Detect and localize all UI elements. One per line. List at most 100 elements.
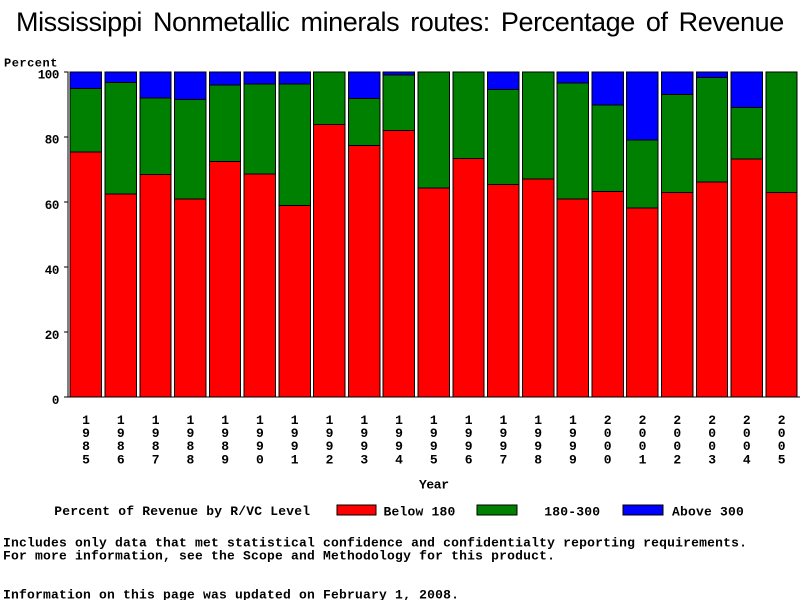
svg-text:1: 1 — [291, 452, 299, 467]
svg-text:9: 9 — [360, 439, 368, 454]
svg-text:0: 0 — [604, 439, 612, 454]
svg-text:9: 9 — [117, 426, 125, 441]
svg-text:1: 1 — [639, 452, 647, 467]
svg-text:1: 1 — [152, 413, 160, 428]
svg-text:1: 1 — [256, 413, 264, 428]
svg-text:8: 8 — [186, 439, 194, 454]
svg-text:2: 2 — [639, 413, 647, 428]
svg-text:9: 9 — [465, 439, 473, 454]
svg-text:40: 40 — [45, 264, 59, 278]
svg-text:0: 0 — [743, 426, 751, 441]
svg-text:1: 1 — [534, 413, 542, 428]
svg-text:9: 9 — [291, 426, 299, 441]
svg-text:9: 9 — [360, 426, 368, 441]
svg-text:2: 2 — [673, 452, 681, 467]
svg-text:3: 3 — [360, 452, 368, 467]
svg-text:9: 9 — [152, 426, 160, 441]
svg-text:5: 5 — [82, 452, 90, 467]
svg-text:9: 9 — [569, 439, 577, 454]
svg-text:5: 5 — [430, 452, 438, 467]
svg-text:9: 9 — [465, 426, 473, 441]
svg-text:0: 0 — [639, 439, 647, 454]
svg-text:2: 2 — [604, 413, 612, 428]
svg-text:8: 8 — [117, 439, 125, 454]
svg-text:8: 8 — [186, 452, 194, 467]
svg-text:2: 2 — [673, 413, 681, 428]
svg-text:8: 8 — [534, 452, 542, 467]
svg-text:9: 9 — [430, 439, 438, 454]
svg-text:0: 0 — [778, 426, 786, 441]
svg-text:0: 0 — [708, 426, 716, 441]
svg-text:4: 4 — [743, 452, 751, 467]
svg-text:7: 7 — [499, 452, 507, 467]
svg-text:8: 8 — [221, 439, 229, 454]
svg-text:1: 1 — [499, 413, 507, 428]
svg-text:0: 0 — [604, 452, 612, 467]
svg-text:0: 0 — [639, 426, 647, 441]
svg-text:9: 9 — [534, 426, 542, 441]
svg-text:180-300: 180-300 — [544, 504, 600, 519]
svg-text:Year: Year — [419, 478, 449, 493]
svg-text:1: 1 — [221, 413, 229, 428]
svg-text:9: 9 — [326, 439, 334, 454]
svg-text:100: 100 — [38, 69, 59, 83]
svg-text:9: 9 — [569, 426, 577, 441]
svg-text:Includes only data that met st: Includes only data that met statistical … — [3, 536, 747, 551]
svg-text:0: 0 — [52, 394, 59, 408]
svg-text:9: 9 — [430, 426, 438, 441]
svg-text:For more information, see the: For more information, see the Scope and … — [3, 549, 555, 564]
svg-text:8: 8 — [82, 439, 90, 454]
svg-text:0: 0 — [673, 426, 681, 441]
svg-text:1: 1 — [465, 413, 473, 428]
svg-text:0: 0 — [778, 439, 786, 454]
svg-text:0: 0 — [673, 439, 681, 454]
svg-text:0: 0 — [708, 439, 716, 454]
svg-text:9: 9 — [326, 426, 334, 441]
svg-text:9: 9 — [499, 426, 507, 441]
svg-text:6: 6 — [117, 452, 125, 467]
svg-text:9: 9 — [221, 426, 229, 441]
svg-text:2: 2 — [743, 413, 751, 428]
svg-text:Below 180: Below 180 — [384, 504, 456, 519]
svg-text:9: 9 — [291, 439, 299, 454]
svg-text:1: 1 — [360, 413, 368, 428]
svg-text:9: 9 — [256, 426, 264, 441]
svg-text:Percent of Revenue by R/VC Lev: Percent of Revenue by R/VC Level — [54, 504, 310, 519]
svg-text:2: 2 — [778, 413, 786, 428]
svg-text:3: 3 — [708, 452, 716, 467]
svg-text:Above 300: Above 300 — [672, 504, 744, 519]
svg-text:2: 2 — [708, 413, 716, 428]
svg-text:9: 9 — [569, 452, 577, 467]
svg-text:7: 7 — [152, 452, 160, 467]
svg-text:20: 20 — [45, 329, 59, 343]
svg-text:80: 80 — [45, 134, 59, 148]
svg-text:1: 1 — [117, 413, 125, 428]
svg-text:1: 1 — [430, 413, 438, 428]
svg-text:Mississippi Nonmetallic minera: Mississippi Nonmetallic minerals routes:… — [16, 7, 784, 37]
svg-text:1: 1 — [186, 413, 194, 428]
svg-text:0: 0 — [743, 439, 751, 454]
svg-text:9: 9 — [395, 439, 403, 454]
svg-text:9: 9 — [534, 439, 542, 454]
svg-text:2: 2 — [326, 452, 334, 467]
svg-text:8: 8 — [152, 439, 160, 454]
svg-text:9: 9 — [82, 426, 90, 441]
svg-text:Information on this page was u: Information on this page was updated on … — [3, 587, 459, 600]
svg-text:9: 9 — [256, 439, 264, 454]
svg-text:1: 1 — [326, 413, 334, 428]
svg-text:9: 9 — [499, 439, 507, 454]
svg-text:60: 60 — [45, 199, 59, 213]
svg-text:4: 4 — [395, 452, 403, 467]
svg-text:6: 6 — [465, 452, 473, 467]
svg-text:1: 1 — [291, 413, 299, 428]
svg-text:0: 0 — [604, 426, 612, 441]
svg-text:1: 1 — [82, 413, 90, 428]
svg-text:9: 9 — [221, 452, 229, 467]
svg-text:1: 1 — [395, 413, 403, 428]
svg-text:Percent: Percent — [4, 56, 58, 70]
svg-text:1: 1 — [569, 413, 577, 428]
svg-text:9: 9 — [395, 426, 403, 441]
svg-text:5: 5 — [778, 452, 786, 467]
svg-text:0: 0 — [256, 452, 264, 467]
svg-text:9: 9 — [186, 426, 194, 441]
